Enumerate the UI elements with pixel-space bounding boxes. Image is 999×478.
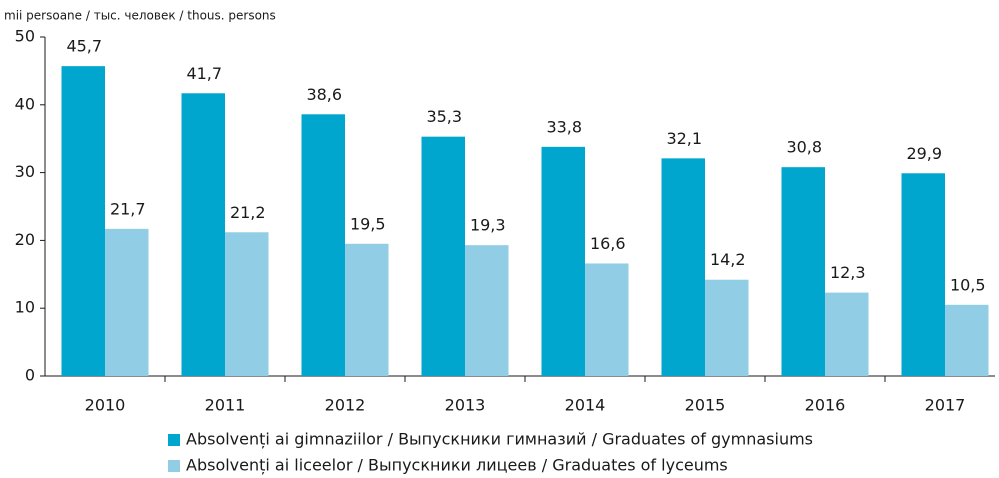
bar (301, 114, 345, 377)
value-label: 19,3 (470, 216, 506, 235)
value-label: 21,2 (230, 203, 266, 222)
bar (225, 232, 269, 376)
bar (61, 66, 105, 377)
y-tick-label: 20 (15, 230, 35, 249)
y-tick-label: 50 (15, 27, 35, 46)
value-label: 33,8 (546, 117, 582, 136)
y-tick-label: 40 (15, 94, 35, 113)
legend-swatch (168, 434, 180, 446)
bar (661, 158, 705, 376)
value-label: 29,9 (906, 144, 942, 163)
y-tick-label: 10 (15, 298, 35, 317)
value-label: 32,1 (666, 129, 702, 148)
bar (585, 263, 629, 376)
y-axis-label: mii persoane / тыс. человек / thous. per… (4, 9, 276, 23)
value-label: 16,6 (590, 234, 626, 253)
x-tick-label: 2012 (325, 396, 366, 415)
value-label: 38,6 (306, 85, 342, 104)
bar (181, 93, 225, 377)
legend-swatch (168, 460, 180, 472)
bar (825, 292, 869, 376)
bar (105, 228, 149, 376)
value-label: 21,7 (110, 199, 146, 218)
x-tick-label: 2014 (565, 396, 606, 415)
bar (421, 136, 465, 376)
bar (345, 243, 389, 376)
bar (541, 146, 585, 376)
value-label: 30,8 (786, 138, 822, 157)
value-label: 35,3 (426, 107, 462, 126)
x-tick-label: 2015 (685, 396, 726, 415)
value-label: 10,5 (950, 275, 986, 294)
bar (705, 279, 749, 376)
bar (945, 304, 989, 376)
x-tick-label: 2011 (205, 396, 246, 415)
x-tick-label: 2010 (85, 396, 126, 415)
value-label: 45,7 (66, 37, 102, 56)
value-label: 19,5 (350, 214, 386, 233)
x-tick-label: 2016 (805, 396, 846, 415)
bar (901, 173, 945, 376)
legend-label: Absolvenți ai gimnaziilor / Выпускники г… (186, 430, 813, 449)
y-tick-label: 0 (25, 366, 35, 385)
bar (465, 245, 509, 376)
bar (781, 167, 825, 376)
value-label: 41,7 (186, 64, 222, 83)
value-label: 12,3 (830, 263, 866, 282)
x-tick-label: 2013 (445, 396, 486, 415)
y-tick-label: 30 (15, 162, 35, 181)
x-tick-label: 2017 (925, 396, 966, 415)
value-label: 14,2 (710, 250, 746, 269)
legend-label: Absolvenți ai liceelor / Выпускники лице… (186, 456, 728, 475)
